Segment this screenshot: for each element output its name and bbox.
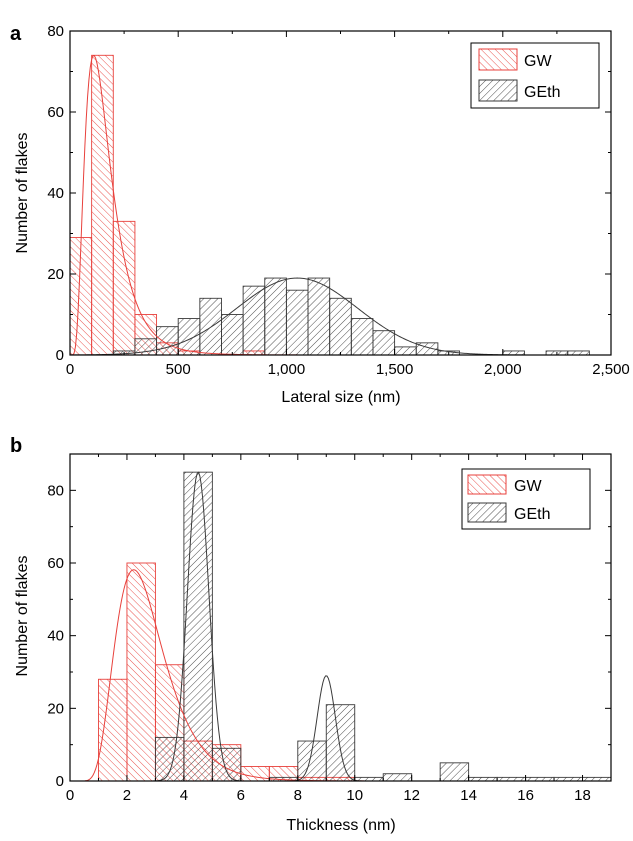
- bar-b-geth: [382, 773, 413, 782]
- y-tick-label-a: 40: [47, 185, 64, 202]
- bar-a-geth: [242, 285, 266, 356]
- panel-b: b 0 2 4 6 8 10 12 14 16 18 0 20 40 60 80 Thickness (nm…: [10, 435, 612, 834]
- bar-a-geth: [221, 314, 244, 356]
- y-tick-label-a: 60: [47, 104, 64, 121]
- legend-a-gw-swatch: [478, 48, 518, 71]
- y-tick-label-b: 0: [56, 773, 64, 790]
- plot-b: 0 2 4 6 8 10 12 14 16 18 0 20 40 60 80: [47, 453, 612, 804]
- bar-b-geth: [211, 747, 242, 782]
- bar-b-geth: [297, 740, 327, 782]
- x-tick-label-a: 2,000: [484, 361, 522, 378]
- y-tick-label-b: 60: [47, 555, 64, 572]
- legend-a-geth-label: GEth: [524, 84, 560, 101]
- y-tick-label-a: 0: [56, 347, 64, 364]
- x-tick-label-a: 1,000: [268, 361, 306, 378]
- x-tick-label-b: 8: [294, 787, 302, 804]
- bar-a-geth: [199, 297, 222, 356]
- x-tick-label-b: 6: [237, 787, 245, 804]
- legend-b-geth-label: GEth: [514, 506, 550, 523]
- x-tick-label-b: 0: [66, 787, 74, 804]
- plot-a: 0 500 1,000 1,500 2,000 2,500 0 20 40 60 80: [47, 23, 629, 378]
- bar-a-geth: [156, 326, 179, 356]
- x-tick-label-b: 18: [574, 787, 591, 804]
- legend-b-gw-label: GW: [514, 478, 542, 495]
- panel-a-ylabel: Number of flakes: [14, 133, 31, 254]
- panel-b-xlabel: Thickness (nm): [286, 817, 395, 834]
- bar-a-geth: [394, 346, 417, 356]
- y-tick-label-b: 40: [47, 628, 64, 645]
- legend-a-gw-label: GW: [524, 53, 552, 70]
- bar-b-gw: [98, 678, 128, 782]
- y-tick-label-a: 20: [47, 266, 64, 283]
- panel-a-legend: GW GEth: [470, 42, 600, 109]
- bar-b-geth: [439, 762, 470, 782]
- bar-b-gw: [126, 562, 156, 782]
- panel-b-legend: GW GEth: [461, 468, 591, 530]
- x-tick-label-b: 10: [346, 787, 363, 804]
- y-tick-label-a: 80: [47, 23, 64, 40]
- bar-a-geth: [350, 318, 374, 356]
- panel-a: a 0 500 1,000 1,500 2,000 2,500 0 20 40 60 80 Late…: [10, 23, 630, 406]
- x-tick-label-b: 4: [180, 787, 188, 804]
- bar-a-geth: [567, 350, 590, 356]
- x-tick-label-a: 500: [166, 361, 191, 378]
- y-tick-label-b: 20: [47, 700, 64, 717]
- panel-b-label: b: [10, 435, 22, 457]
- legend-b-geth-swatch: [467, 502, 507, 523]
- x-tick-label-b: 14: [460, 787, 477, 804]
- bar-a-geth: [307, 277, 331, 356]
- x-tick-label-a: 0: [66, 361, 74, 378]
- bar-a-geth: [372, 330, 396, 356]
- panel-a-label: a: [10, 23, 22, 45]
- bar-b-geth: [154, 736, 185, 782]
- x-tick-label-b: 16: [517, 787, 534, 804]
- x-tick-label-a: 1,500: [376, 361, 414, 378]
- bar-b-geth: [325, 704, 356, 782]
- x-tick-label-b: 2: [123, 787, 131, 804]
- legend-b-gw-swatch: [467, 474, 507, 495]
- legend-a-geth-swatch: [478, 79, 518, 102]
- bar-b-geth: [183, 471, 213, 782]
- y-tick-label-b: 80: [47, 482, 64, 499]
- x-tick-label-a: 2,500: [592, 361, 630, 378]
- panel-a-xlabel: Lateral size (nm): [281, 389, 400, 406]
- bar-a-geth: [285, 289, 309, 356]
- panel-b-ylabel: Number of flakes: [14, 556, 31, 677]
- x-tick-label-b: 12: [403, 787, 420, 804]
- bar-a-geth: [329, 297, 352, 356]
- plot-frame-b: [69, 453, 612, 782]
- bar-b-gw: [240, 766, 270, 782]
- bar-a-geth: [264, 277, 287, 356]
